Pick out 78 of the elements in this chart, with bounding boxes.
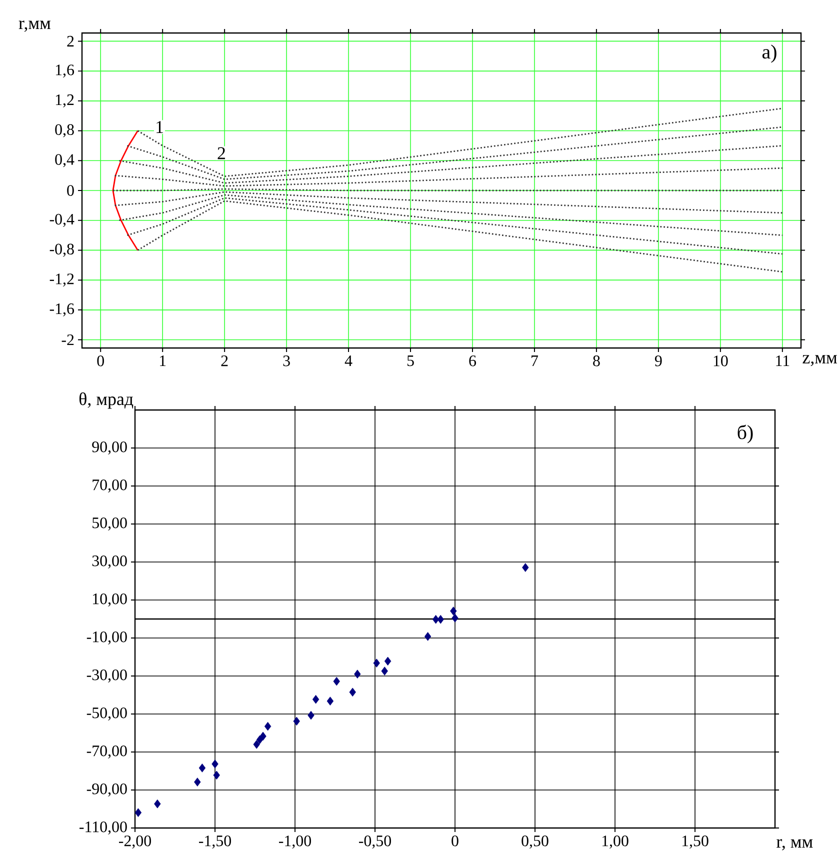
x-tick-label: 2 bbox=[221, 356, 228, 366]
x-axis-title: r, мм bbox=[776, 839, 813, 850]
y-tick-label: -0,4 bbox=[50, 214, 74, 227]
y-tick-label: -0,8 bbox=[50, 244, 74, 257]
annotation: 1 bbox=[156, 121, 163, 133]
y-axis-title: θ, мрад bbox=[79, 392, 134, 409]
y-tick-label: 1,2 bbox=[56, 94, 74, 108]
x-tick-label: 0 bbox=[452, 836, 458, 846]
x-tick-label: 6 bbox=[469, 356, 476, 366]
y-tick-label: 0,8 bbox=[55, 124, 74, 138]
x-axis-title: z,мм bbox=[802, 355, 837, 366]
annotation: 2 bbox=[218, 147, 225, 160]
x-tick-label: 10 bbox=[714, 356, 728, 366]
point bbox=[264, 722, 272, 731]
point bbox=[293, 716, 300, 726]
y-tick-label: -2 bbox=[62, 334, 74, 346]
y-tick-label: 30,00 bbox=[92, 555, 127, 569]
point bbox=[432, 614, 440, 624]
point bbox=[213, 770, 220, 780]
annotation: а) bbox=[762, 44, 776, 63]
point bbox=[253, 740, 260, 749]
x-tick-label: -1,50 bbox=[198, 836, 231, 849]
y-tick-label: 0 bbox=[67, 185, 74, 196]
point bbox=[312, 694, 320, 704]
point bbox=[522, 563, 529, 572]
x-tick-label: 0,50 bbox=[522, 836, 548, 849]
y-tick-label: 70,00 bbox=[92, 479, 127, 493]
x-tick-label: 8 bbox=[593, 356, 600, 366]
line-series bbox=[112, 130, 138, 251]
point bbox=[381, 666, 388, 676]
y-tick-label: -70,00 bbox=[86, 745, 127, 759]
y-tick-label: 10,00 bbox=[93, 593, 127, 607]
x-tick-label: 5 bbox=[407, 356, 414, 366]
x-tick-label: 7 bbox=[532, 356, 538, 366]
x-tick-label: 1 bbox=[160, 356, 166, 366]
y-tick-label: 0,4 bbox=[55, 154, 74, 168]
x-tick-label: 1,00 bbox=[602, 836, 628, 849]
x-tick-label: -2,00 bbox=[118, 836, 151, 849]
point bbox=[194, 778, 201, 786]
point bbox=[452, 614, 458, 622]
point bbox=[354, 670, 361, 678]
x-tick-label: 3 bbox=[283, 356, 290, 366]
point bbox=[326, 696, 334, 706]
y-tick-label: 1,6 bbox=[56, 64, 74, 78]
x-tick-label: 9 bbox=[654, 356, 662, 366]
point bbox=[260, 732, 266, 741]
x-tick-label: 11 bbox=[776, 356, 790, 366]
y-axis-title: r,мм bbox=[18, 20, 51, 32]
point bbox=[308, 710, 314, 720]
y-tick-label: -90,00 bbox=[86, 783, 127, 797]
x-tick-label: 4 bbox=[344, 356, 352, 366]
line-series bbox=[114, 191, 784, 214]
y-tick-label: -1,2 bbox=[50, 274, 74, 287]
y-tick-label: 2 bbox=[67, 36, 74, 46]
y-tick-label: -10,00 bbox=[86, 631, 127, 645]
y-tick-label: -110,00 bbox=[80, 821, 127, 835]
y-tick-label: 90,00 bbox=[92, 441, 127, 455]
point bbox=[450, 606, 457, 616]
point bbox=[424, 632, 432, 641]
line-series bbox=[137, 108, 784, 178]
point bbox=[373, 658, 380, 668]
point bbox=[154, 799, 161, 808]
y-tick-label: -30,00 bbox=[86, 669, 127, 683]
y-tick-label: -1,6 bbox=[50, 303, 74, 316]
point bbox=[384, 656, 392, 666]
y-tick-label: 50,00 bbox=[92, 517, 127, 531]
point bbox=[134, 808, 142, 818]
point bbox=[198, 764, 206, 772]
point bbox=[437, 614, 444, 624]
point bbox=[349, 688, 356, 697]
line-series bbox=[118, 145, 784, 184]
x-tick-label: 1,50 bbox=[682, 836, 708, 849]
annotation: б) bbox=[738, 424, 753, 444]
point bbox=[212, 760, 218, 768]
x-tick-label: -1,00 bbox=[278, 836, 311, 849]
point bbox=[333, 676, 340, 686]
x-tick-label: -0,50 bbox=[358, 836, 391, 849]
y-tick-label: -50,00 bbox=[86, 707, 127, 721]
